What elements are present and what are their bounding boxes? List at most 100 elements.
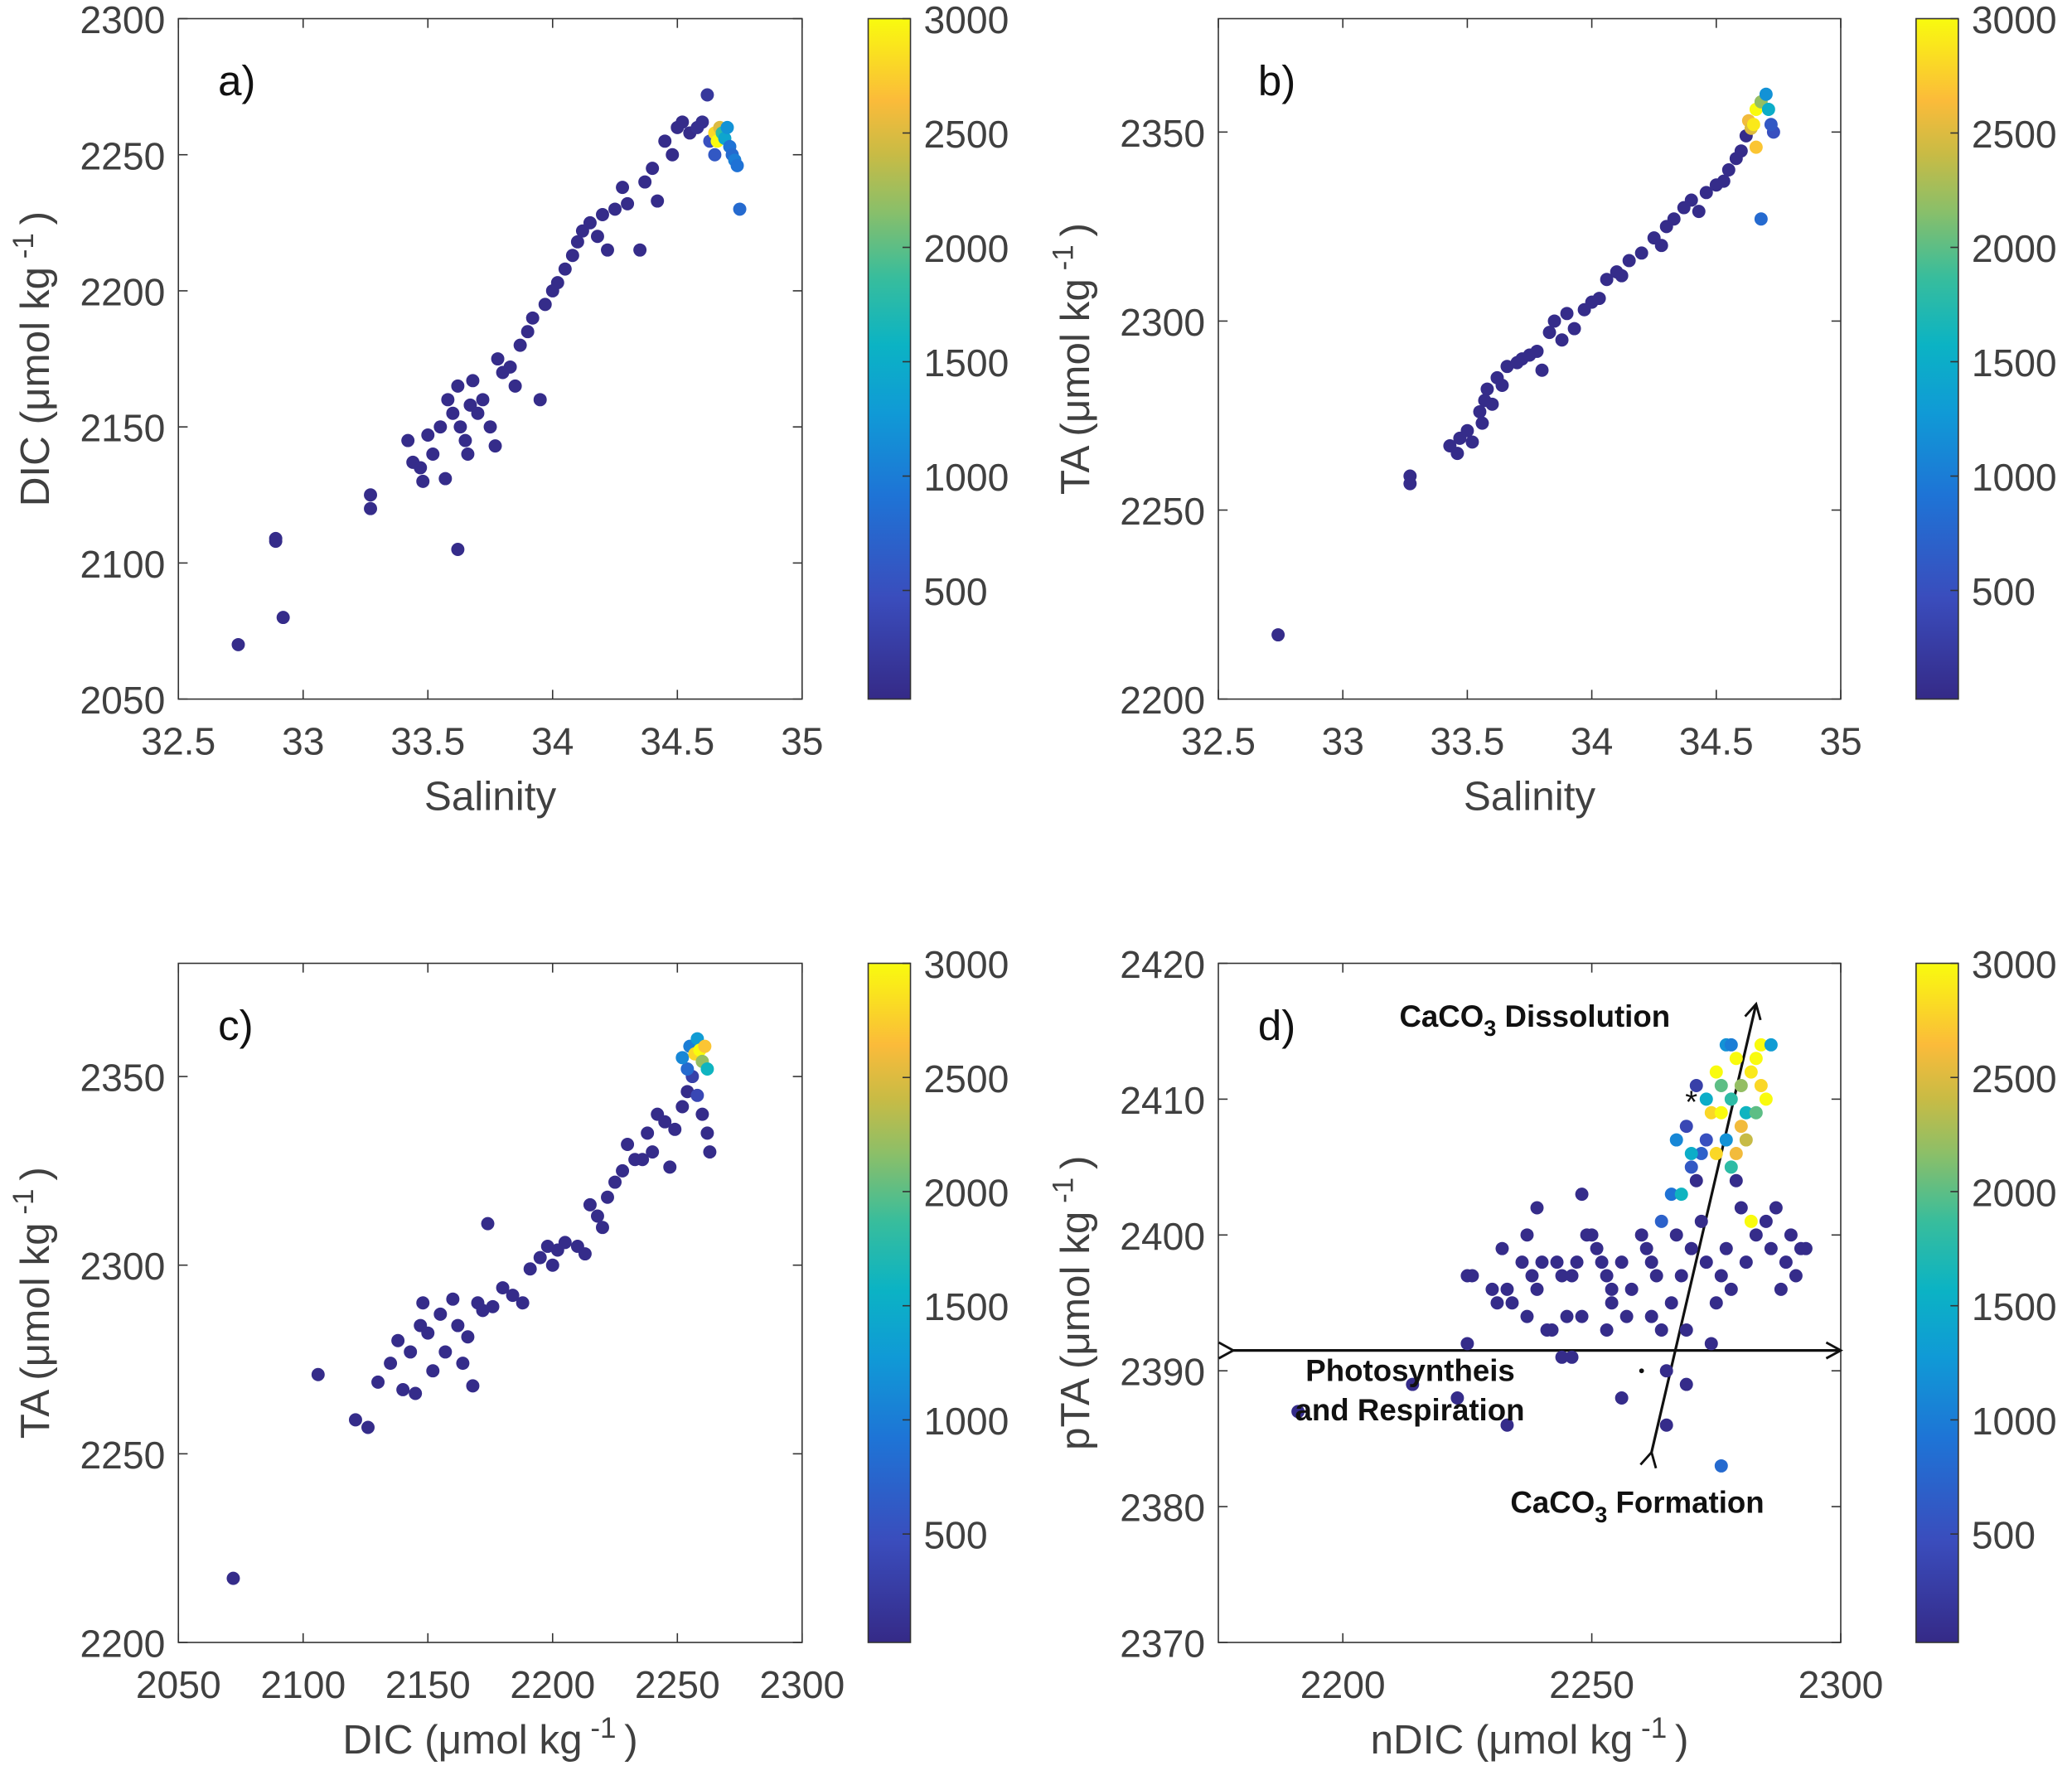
data-point: [1749, 140, 1763, 154]
y-axis-label: DIC (μmol kg -1 ): [7, 211, 58, 506]
data-point: [1291, 1405, 1305, 1419]
data-point: [1639, 1241, 1653, 1255]
data-point: [1704, 1105, 1718, 1120]
data-point: [583, 215, 597, 230]
data-point: [476, 1304, 490, 1318]
data-point: [446, 406, 460, 420]
data-point: [1679, 1323, 1693, 1337]
data-point: [658, 134, 672, 148]
data-point: [1525, 1269, 1539, 1283]
x-tick-label: 34: [1571, 720, 1613, 763]
data-point: [1495, 379, 1509, 392]
data-point: [371, 1375, 385, 1389]
data-point: [1555, 1350, 1569, 1364]
plot-area: [1218, 17, 1842, 700]
data-point: [1600, 1323, 1614, 1337]
data-point: [590, 1209, 604, 1223]
data-point: [1679, 1377, 1693, 1391]
data-point: [1749, 1105, 1763, 1120]
data-point: [558, 1236, 572, 1250]
data-point: [1774, 1282, 1788, 1296]
data-point: [1649, 1269, 1663, 1283]
colorbar-tick-label: 1500: [923, 341, 1009, 385]
data-point: [1692, 205, 1706, 219]
data-point: [1724, 1092, 1738, 1106]
data-point: [730, 158, 744, 172]
data-point: [1694, 1214, 1708, 1228]
colorbar-tick-label: 2500: [923, 1057, 1009, 1100]
y-tick-label: 2200: [80, 270, 165, 313]
data-point: [1605, 1282, 1619, 1296]
data-point: [1575, 1309, 1589, 1323]
colorbar-tick-label: 2000: [1972, 1171, 2057, 1214]
data-point: [1605, 1296, 1619, 1310]
data-point: [404, 1345, 418, 1359]
data-point: [1704, 1337, 1718, 1351]
colorbar: [1915, 17, 1959, 700]
data-point: [1719, 1241, 1733, 1255]
data-point: [401, 433, 415, 447]
data-point: [1759, 1092, 1773, 1106]
data-point: [1555, 1269, 1569, 1283]
data-point: [1749, 1052, 1763, 1066]
data-point: [1749, 1228, 1763, 1242]
data-point: [1714, 1458, 1728, 1473]
data-point: [601, 1190, 614, 1204]
data-point: [269, 531, 283, 545]
y-tick-label: 2390: [1120, 1351, 1205, 1394]
data-point: [1739, 1255, 1753, 1270]
data-point: [1769, 1201, 1783, 1215]
y-tick-label: 2250: [80, 134, 165, 177]
data-point: [461, 1330, 475, 1344]
colorbar-tick-label: 1000: [923, 1400, 1009, 1443]
data-point: [1500, 1282, 1514, 1296]
data-point: [646, 162, 660, 176]
data-point: [708, 148, 722, 162]
data-point: [583, 1197, 597, 1212]
colorbar-tick-label: 500: [1972, 1514, 2036, 1557]
data-point: [491, 352, 505, 366]
data-point: [1622, 254, 1636, 268]
panel-a: 32.5 33 33.5 34 34.5 35 2050 2100 2150 2200 2250 23…: [7, 0, 1009, 820]
panel-c: 2050 2100 2150 2200 2250 2300 2200 2250 2300 2350…: [7, 943, 1009, 1763]
data-point: [633, 243, 647, 257]
data-point: [1575, 1187, 1589, 1202]
x-tick-label: 2300: [1798, 1663, 1884, 1706]
data-point: [1764, 118, 1778, 132]
y-axis-label: TA (μmol kg -1 ): [1048, 223, 1098, 495]
x-tick-label: 32.5: [1181, 720, 1256, 763]
data-point: [1490, 1296, 1504, 1310]
data-point: [1798, 1241, 1813, 1255]
data-point: [1590, 1241, 1604, 1255]
data-point: [1699, 1133, 1713, 1147]
colorbar-tick-label: 1500: [1972, 341, 2057, 385]
colorbar-tick-label: 3000: [1972, 943, 2057, 986]
data-point: [1744, 1214, 1758, 1228]
data-point: [276, 611, 290, 625]
x-tick-label: 32.5: [141, 720, 215, 763]
colorbar-tick-label: 2000: [923, 1171, 1009, 1214]
data-point: [438, 1345, 453, 1359]
data-point: [695, 1107, 709, 1121]
y-tick-label: 2410: [1120, 1079, 1205, 1122]
data-point: [1694, 1146, 1708, 1160]
data-point: [1764, 1038, 1778, 1052]
data-point: [1480, 382, 1494, 396]
data-point: [1485, 397, 1499, 411]
data-point: [700, 1062, 714, 1076]
data-point: [1669, 1133, 1683, 1147]
data-point: [471, 406, 485, 420]
data-point: [1450, 1391, 1464, 1405]
colorbar: [867, 17, 912, 700]
data-point: [476, 393, 490, 407]
colorbar-tick-label: 3000: [923, 0, 1009, 41]
data-point: [550, 276, 564, 290]
data-point: [616, 181, 630, 195]
data-point: [523, 1262, 537, 1276]
data-point: [1547, 314, 1561, 328]
x-tick-label: 2250: [635, 1663, 720, 1706]
data-point: [1403, 476, 1417, 491]
data-point: [695, 115, 709, 129]
data-point: [525, 311, 540, 325]
